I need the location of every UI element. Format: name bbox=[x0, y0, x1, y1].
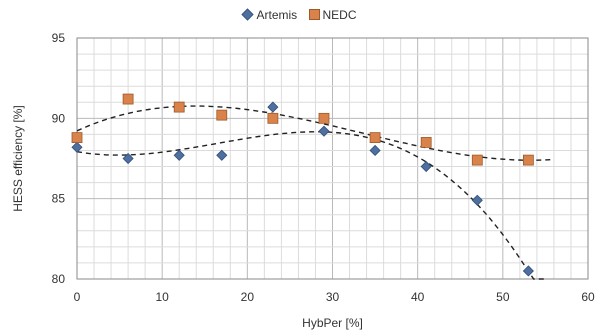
data-point-artemis bbox=[369, 144, 381, 157]
trend-line-artemis bbox=[76, 131, 546, 280]
data-point-nedc bbox=[420, 137, 432, 148]
x-tick-label: 50 bbox=[496, 290, 510, 304]
x-tick-label: 10 bbox=[155, 290, 169, 304]
square-marker-icon bbox=[308, 9, 320, 20]
y-tick-label: 80 bbox=[52, 272, 66, 286]
x-axis-ticks: 0 10 20 30 40 50 60 bbox=[74, 290, 595, 304]
data-points bbox=[71, 93, 534, 277]
x-tick-label: 30 bbox=[326, 290, 340, 304]
data-point-artemis bbox=[420, 160, 432, 173]
data-point-nedc bbox=[122, 93, 134, 105]
x-tick-label: 0 bbox=[74, 290, 81, 304]
x-axis-title: HybPer [%] bbox=[302, 316, 363, 330]
data-point-nedc bbox=[471, 154, 483, 166]
plot-frame bbox=[76, 37, 589, 280]
data-point-artemis bbox=[471, 194, 483, 206]
data-point-nedc bbox=[216, 109, 228, 121]
data-point-artemis bbox=[522, 265, 534, 277]
data-point-nedc bbox=[369, 132, 381, 144]
data-point-nedc bbox=[318, 112, 330, 124]
legend-item-artemis: Artemis bbox=[241, 8, 298, 22]
grid bbox=[76, 37, 589, 280]
legend: Artemis NEDC bbox=[0, 8, 599, 22]
y-axis-ticks: 80 85 90 95 bbox=[52, 31, 66, 286]
x-tick-label: 40 bbox=[411, 290, 425, 304]
data-point-nedc bbox=[267, 112, 279, 124]
data-point-artemis bbox=[122, 152, 134, 165]
legend-item-nedc: NEDC bbox=[308, 8, 357, 22]
data-point-nedc bbox=[522, 154, 534, 166]
x-tick-label: 60 bbox=[581, 290, 595, 304]
legend-label-artemis: Artemis bbox=[256, 8, 298, 22]
y-axis-title: HESS efficiency [%] bbox=[11, 105, 25, 212]
y-tick-label: 85 bbox=[52, 192, 66, 206]
data-point-artemis bbox=[318, 125, 330, 137]
data-point-artemis bbox=[173, 149, 185, 161]
data-point-artemis bbox=[216, 149, 228, 161]
y-tick-label: 95 bbox=[52, 31, 66, 45]
legend-label-nedc: NEDC bbox=[322, 8, 357, 22]
data-point-artemis bbox=[267, 101, 279, 113]
y-tick-label: 90 bbox=[52, 111, 66, 125]
data-point-artemis bbox=[71, 141, 83, 153]
x-tick-label: 20 bbox=[241, 290, 255, 304]
data-point-nedc bbox=[173, 101, 185, 113]
data-point-nedc bbox=[71, 132, 83, 144]
